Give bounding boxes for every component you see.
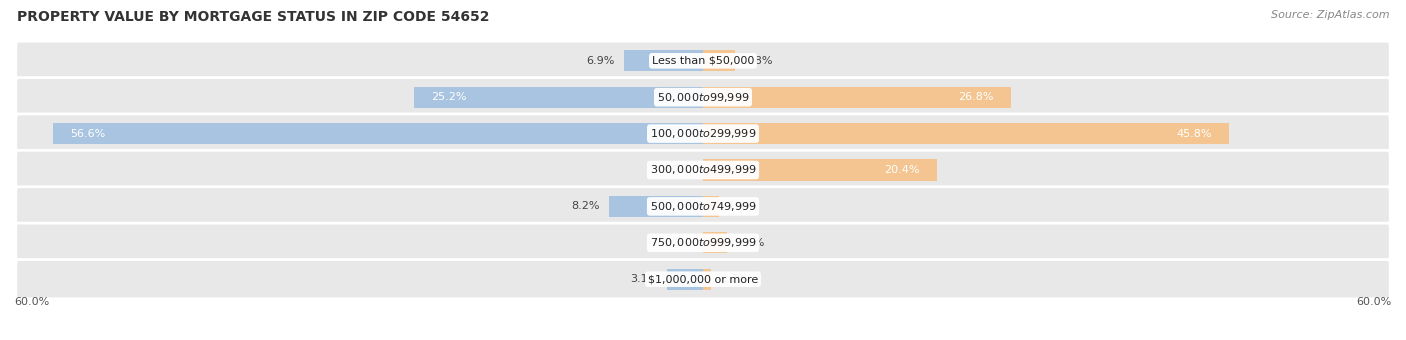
- Text: $1,000,000 or more: $1,000,000 or more: [648, 274, 758, 284]
- Text: $50,000 to $99,999: $50,000 to $99,999: [657, 91, 749, 104]
- Bar: [609, 196, 703, 217]
- Bar: [624, 50, 703, 71]
- Bar: [413, 87, 703, 108]
- Text: 0.0%: 0.0%: [661, 238, 689, 248]
- FancyBboxPatch shape: [15, 259, 1391, 299]
- Text: $300,000 to $499,999: $300,000 to $499,999: [650, 164, 756, 176]
- Text: Source: ZipAtlas.com: Source: ZipAtlas.com: [1271, 10, 1389, 20]
- Bar: [53, 123, 703, 144]
- Text: 0.7%: 0.7%: [720, 274, 748, 284]
- Text: PROPERTY VALUE BY MORTGAGE STATUS IN ZIP CODE 54652: PROPERTY VALUE BY MORTGAGE STATUS IN ZIP…: [17, 10, 489, 24]
- Text: 56.6%: 56.6%: [70, 129, 105, 139]
- Text: 0.0%: 0.0%: [661, 165, 689, 175]
- Text: 26.8%: 26.8%: [957, 92, 994, 102]
- Text: $750,000 to $999,999: $750,000 to $999,999: [650, 236, 756, 249]
- Text: 2.8%: 2.8%: [744, 56, 773, 66]
- FancyBboxPatch shape: [15, 150, 1391, 190]
- Text: 1.4%: 1.4%: [728, 201, 756, 211]
- Text: 60.0%: 60.0%: [14, 298, 49, 307]
- Text: 3.1%: 3.1%: [630, 274, 658, 284]
- Text: $100,000 to $299,999: $100,000 to $299,999: [650, 127, 756, 140]
- Bar: [703, 232, 727, 253]
- Bar: [703, 50, 735, 71]
- Text: 8.2%: 8.2%: [571, 201, 599, 211]
- Bar: [703, 196, 718, 217]
- FancyBboxPatch shape: [15, 114, 1391, 153]
- Text: 2.1%: 2.1%: [737, 238, 765, 248]
- Bar: [703, 87, 1011, 108]
- FancyBboxPatch shape: [15, 187, 1391, 226]
- FancyBboxPatch shape: [15, 223, 1391, 262]
- Text: 60.0%: 60.0%: [1357, 298, 1392, 307]
- Text: $500,000 to $749,999: $500,000 to $749,999: [650, 200, 756, 213]
- Bar: [668, 269, 703, 290]
- Bar: [703, 159, 938, 181]
- Text: Less than $50,000: Less than $50,000: [652, 56, 754, 66]
- Text: 20.4%: 20.4%: [884, 165, 920, 175]
- Text: 45.8%: 45.8%: [1177, 129, 1212, 139]
- Text: 6.9%: 6.9%: [586, 56, 614, 66]
- Bar: [703, 123, 1229, 144]
- FancyBboxPatch shape: [15, 41, 1391, 81]
- Bar: [703, 269, 711, 290]
- FancyBboxPatch shape: [15, 78, 1391, 117]
- Text: 25.2%: 25.2%: [430, 92, 467, 102]
